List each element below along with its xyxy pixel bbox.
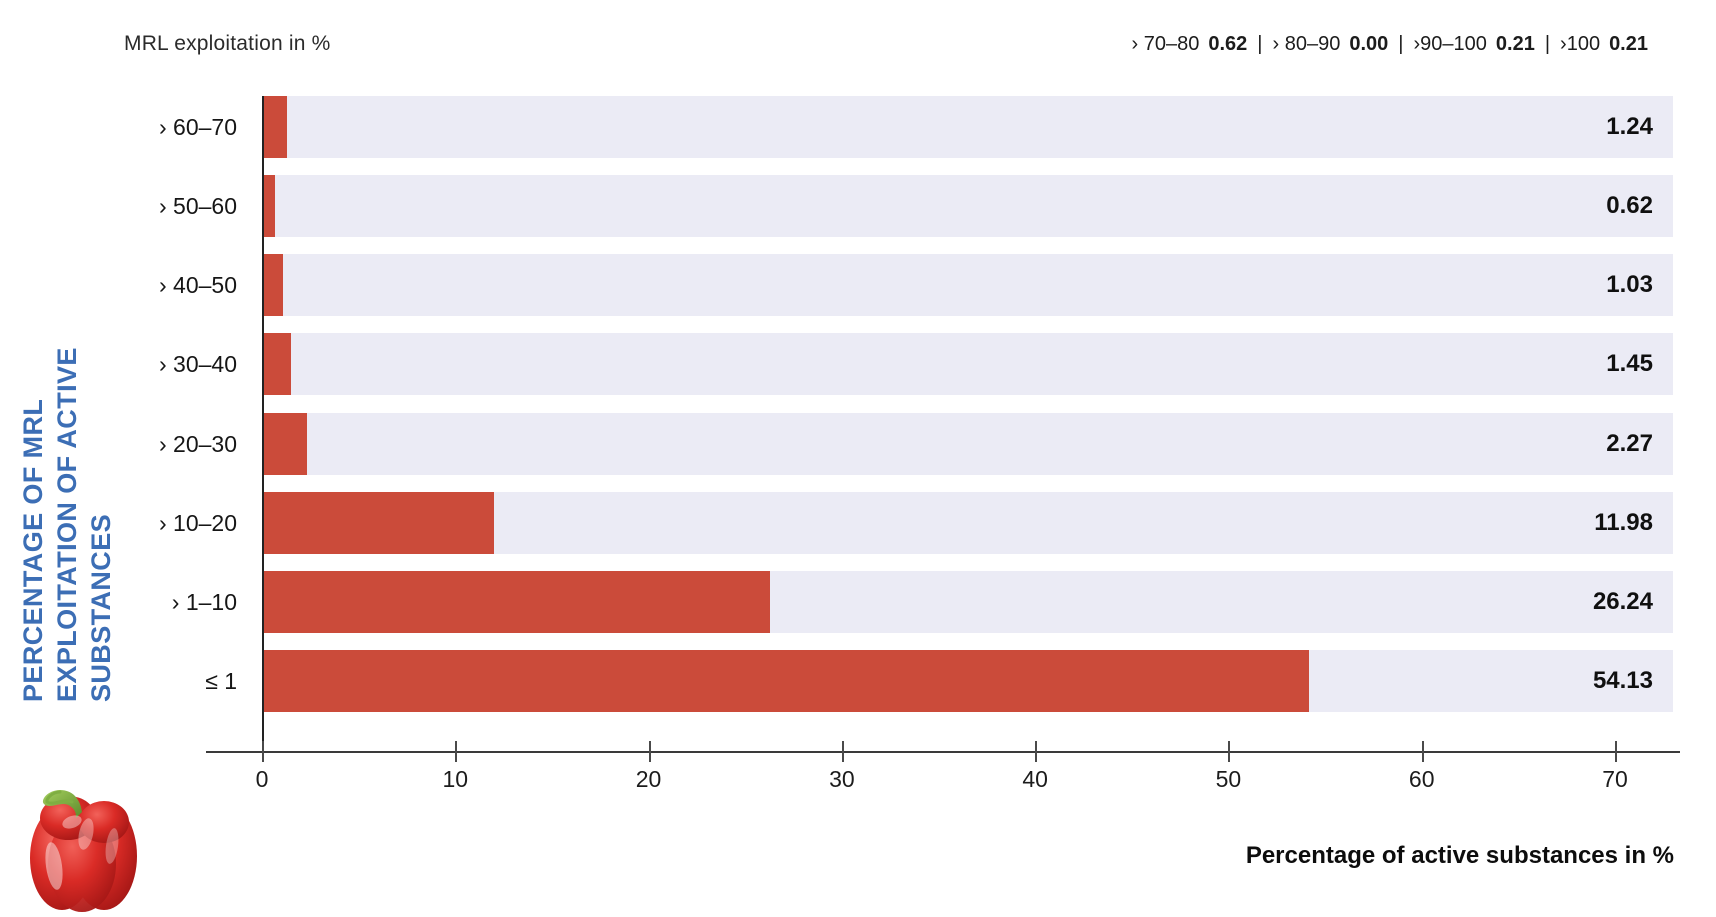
x-axis-tick-label: 10 (442, 766, 469, 792)
value-label: 1.45 (1606, 350, 1653, 378)
category-label: ≤ 1 (205, 667, 237, 694)
x-axis-tick (1035, 741, 1038, 762)
bar-track: 11.98 (263, 491, 1673, 554)
bar (263, 491, 495, 554)
legend-range: › 70–80 (1131, 33, 1200, 55)
x-axis-tick-label: 50 (1215, 766, 1242, 792)
x-axis-line (206, 751, 1680, 753)
side-title-line: SUBSTANCES (86, 513, 116, 702)
bar-track: 26.24 (263, 570, 1673, 633)
bar (263, 570, 770, 633)
side-title-line: PERCENTAGE OF MRL (18, 398, 48, 702)
bar-row: › 60–70 1.24 (130, 96, 1673, 158)
value-label: 11.98 (1594, 508, 1653, 536)
x-axis-tick-label: 40 (1022, 766, 1048, 792)
x-axis-tick-label: 30 (829, 766, 855, 792)
value-label: 0.62 (1606, 192, 1653, 220)
bar-track: 54.13 (263, 649, 1673, 712)
x-axis-tick (841, 741, 844, 762)
category-label: › 60–70 (158, 114, 237, 140)
category-label: › 1–10 (171, 588, 237, 615)
legend-item: › 70–80 0.62 (1132, 33, 1248, 55)
bar-track: 2.27 (263, 412, 1673, 475)
legend-item: ›90–100 0.21 (1413, 33, 1534, 55)
x-axis-tick (648, 741, 651, 762)
side-title: PERCENTAGE OF MRL EXPLOITATION OF ACTIVE… (16, 288, 120, 702)
legend-range: › 80–90 (1272, 33, 1341, 55)
bar (263, 333, 291, 396)
x-axis-tick-label: 70 (1602, 766, 1628, 792)
category-label: › 10–20 (158, 509, 237, 536)
side-title-line: EXPLOITATION OF ACTIVE (52, 347, 82, 702)
legend-separator: | (1257, 33, 1263, 55)
y-axis-title: MRL exploitation in % (124, 32, 331, 55)
legend-value: 0.00 (1349, 33, 1389, 55)
value-label: 54.13 (1592, 666, 1653, 694)
legend-value: 0.21 (1609, 33, 1648, 55)
category-label: › 40–50 (158, 272, 237, 299)
bar-row: › 20–30 2.27 (130, 412, 1673, 475)
y-axis-line (262, 96, 264, 762)
x-axis-tick (1228, 741, 1231, 762)
x-axis-tick-label: 60 (1408, 766, 1435, 792)
bar-track: 1.24 (263, 96, 1673, 158)
bell-pepper-icon (30, 790, 137, 912)
x-axis-tick (1615, 741, 1617, 762)
bar-track: 1.03 (263, 254, 1673, 317)
legend-separator: | (1398, 33, 1404, 55)
x-axis-label: Percentage of active substances in % (1245, 842, 1674, 869)
bar-track: 0.62 (263, 175, 1673, 238)
bar (263, 649, 1309, 712)
bar-row: › 50–60 0.62 (130, 175, 1673, 238)
category-label: › 50–60 (158, 193, 237, 220)
category-label: › 20–30 (158, 430, 237, 457)
x-axis-tick (455, 741, 458, 762)
bar-rows: › 60–70 1.24 › 50–60 0.62 › 40–50 1.03 ›… (130, 96, 1673, 712)
bar-row: › 10–20 11.98 (130, 491, 1673, 554)
bar (263, 96, 287, 158)
bar-row: › 40–50 1.03 (130, 254, 1673, 317)
legend-range: ›100 (1560, 33, 1601, 55)
legend-range: ›90–100 (1413, 33, 1487, 55)
legend-value: 0.21 (1495, 33, 1535, 55)
bar-track: 1.45 (263, 333, 1673, 396)
value-label: 1.03 (1606, 271, 1653, 299)
legend-value: 0.62 (1208, 33, 1248, 55)
bar (263, 175, 275, 238)
x-axis-tick (262, 741, 264, 762)
x-axis-tick-label: 0 (255, 766, 269, 792)
x-axis-tick-label: 20 (635, 766, 662, 792)
value-label: 2.27 (1606, 429, 1653, 457)
value-label: 26.24 (1592, 587, 1653, 615)
bar-row: ≤ 1 54.13 (130, 649, 1673, 712)
category-label: › 30–40 (158, 351, 237, 378)
legend-item: ›100 0.21 (1560, 33, 1648, 55)
bar-row: › 30–40 1.45 (130, 333, 1673, 396)
bar-row: › 1–10 26.24 (130, 570, 1673, 633)
side-title-text: PERCENTAGE OF MRL EXPLOITATION OF ACTIVE… (16, 288, 120, 702)
value-label: 1.24 (1606, 113, 1653, 140)
legend-item: › 80–90 0.00 (1273, 33, 1389, 55)
bar (263, 254, 283, 317)
bar (263, 412, 307, 475)
overflow-legend: › 70–80 0.62 | › 80–90 0.00 | ›90–100 0.21 | ›100… (1132, 33, 1648, 56)
x-axis-tick (1421, 741, 1424, 762)
legend-separator: | (1544, 33, 1551, 55)
